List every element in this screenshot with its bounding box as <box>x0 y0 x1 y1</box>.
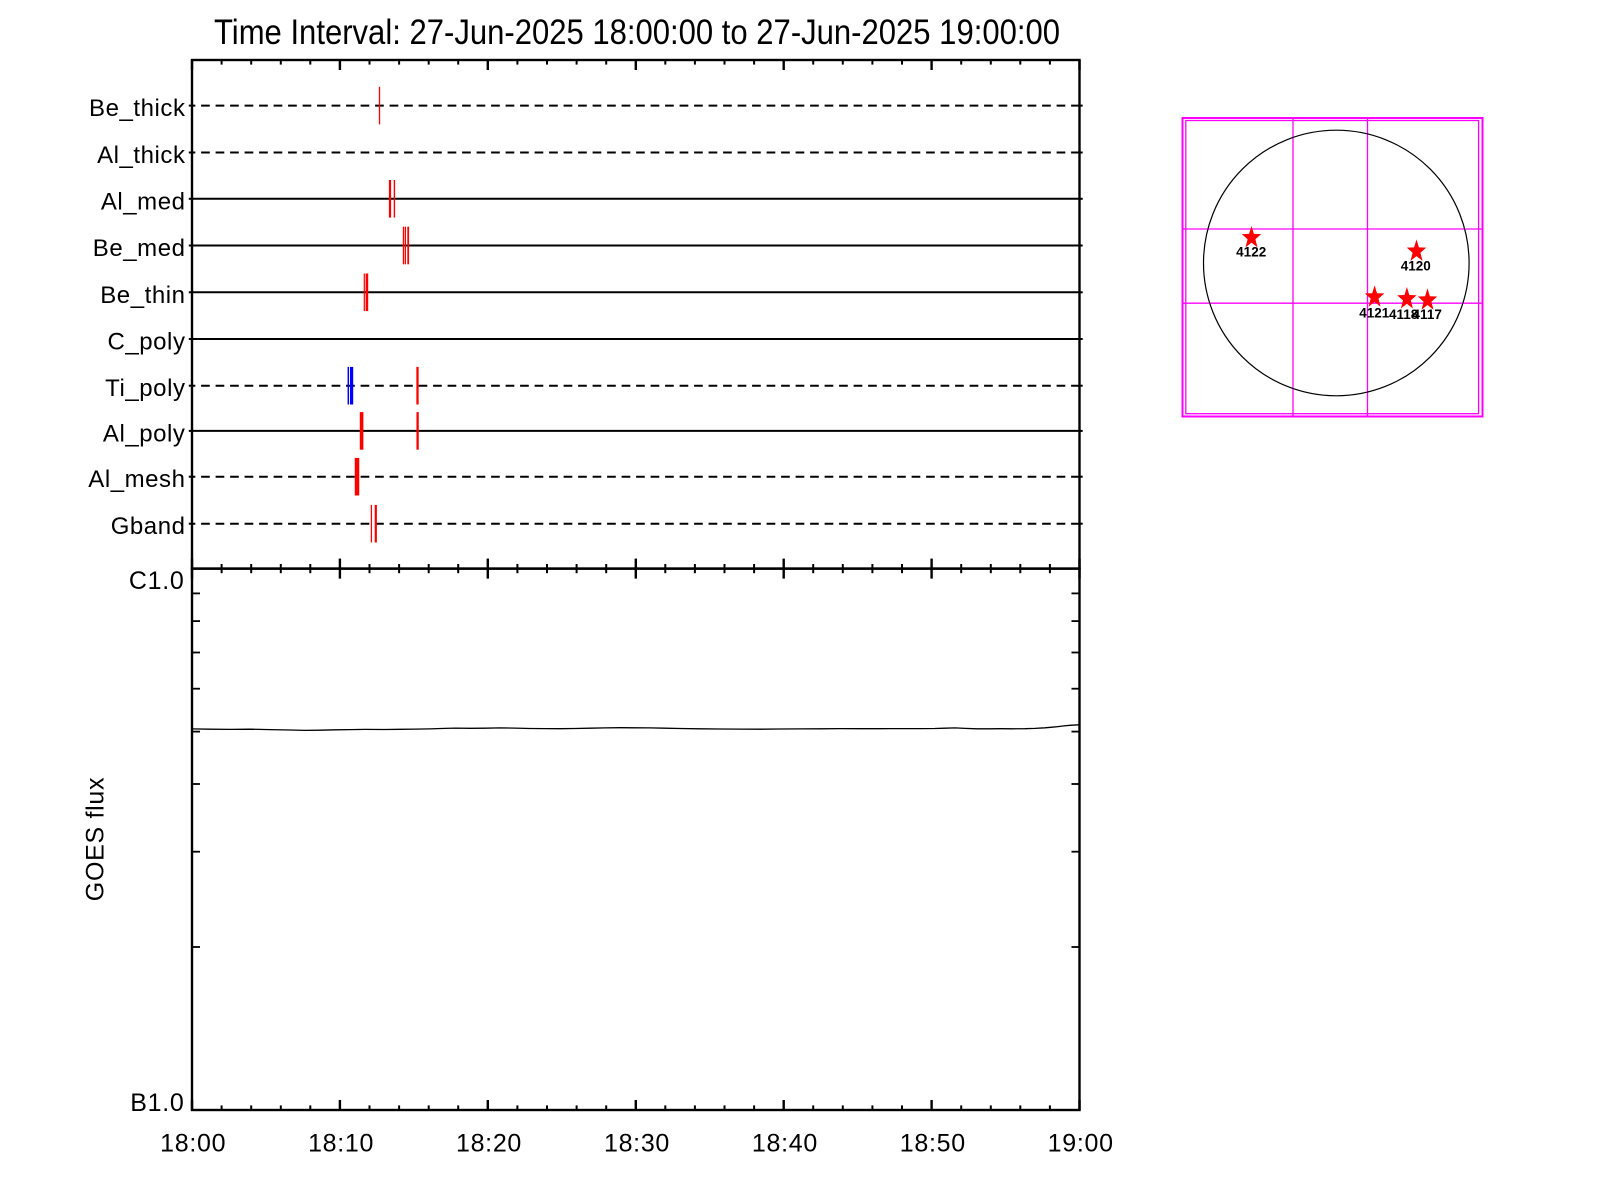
svg-text:Al_thick: Al_thick <box>97 142 186 169</box>
svg-text:4121: 4121 <box>1359 306 1390 321</box>
svg-text:18:50: 18:50 <box>900 1130 966 1158</box>
svg-text:Gband: Gband <box>111 513 186 540</box>
svg-text:4120: 4120 <box>1401 259 1431 274</box>
svg-text:18:40: 18:40 <box>752 1130 818 1158</box>
svg-text:4118: 4118 <box>1389 307 1419 322</box>
svg-text:Be_thin: Be_thin <box>100 282 185 309</box>
svg-text:18:10: 18:10 <box>308 1130 374 1158</box>
svg-text:4117: 4117 <box>1413 307 1442 322</box>
svg-text:Al_mesh: Al_mesh <box>88 466 185 493</box>
svg-text:Al_med: Al_med <box>101 188 186 215</box>
svg-text:18:20: 18:20 <box>456 1130 522 1158</box>
svg-text:GOES flux: GOES flux <box>82 777 110 901</box>
svg-text:18:30: 18:30 <box>604 1130 670 1158</box>
svg-text:Be_thick: Be_thick <box>89 95 186 122</box>
svg-text:19:00: 19:00 <box>1048 1130 1114 1158</box>
svg-text:Be_med: Be_med <box>93 235 186 262</box>
svg-text:C1.0: C1.0 <box>129 567 185 595</box>
svg-text:18:00: 18:00 <box>160 1130 226 1158</box>
svg-text:Ti_poly: Ti_poly <box>105 375 185 402</box>
svg-text:Al_poly: Al_poly <box>103 420 186 447</box>
svg-text:4122: 4122 <box>1236 245 1266 260</box>
svg-text:Time Interval: 27-Jun-2025 18:: Time Interval: 27-Jun-2025 18:00:00 to 2… <box>214 13 1060 52</box>
svg-text:C_poly: C_poly <box>107 329 185 356</box>
svg-text:B1.0: B1.0 <box>130 1089 184 1117</box>
